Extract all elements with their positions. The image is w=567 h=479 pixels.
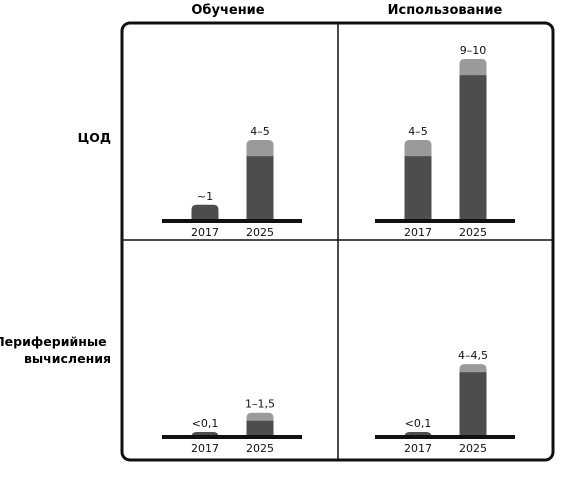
data-label: <0,1 [405, 417, 432, 430]
data-label: <0,1 [192, 417, 219, 430]
panel-0-1: 4–5 2017 9–10 2025 [375, 44, 515, 239]
bar [246, 420, 274, 437]
tick-label: 2025 [459, 442, 487, 455]
row-header-datacenter: ЦОД [78, 130, 111, 145]
data-label: 1–1,5 [245, 398, 275, 411]
tick-label: 2025 [246, 442, 274, 455]
tick-label: 2017 [191, 226, 219, 239]
row-header-edge-line-2: вычисления [24, 351, 111, 366]
bar [191, 204, 219, 221]
bar [404, 156, 432, 221]
data-label: 4–4,5 [458, 349, 488, 362]
tick-label: 2025 [246, 226, 274, 239]
data-label: 9–10 [460, 44, 487, 57]
row-header-edge-line-1: Периферийные [0, 334, 107, 349]
panel-0-0: ~1 2017 4–5 2025 [162, 125, 302, 239]
bar [459, 75, 487, 221]
bar [246, 156, 274, 221]
tick-label: 2025 [459, 226, 487, 239]
data-label: ~1 [197, 190, 213, 203]
bar [459, 372, 487, 437]
panels-layer: ~1 2017 4–5 2025 4–5 2017 9–10 2025 <0,1 2017 1–1,… [162, 44, 515, 455]
data-label: 4–5 [250, 125, 270, 138]
column-header-training: Обучение [191, 3, 264, 18]
panel-1-1: <0,1 2017 4–4,5 2025 [375, 349, 515, 455]
tick-label: 2017 [404, 226, 432, 239]
panel-1-0: <0,1 2017 1–1,5 2025 [162, 398, 302, 455]
tick-label: 2017 [404, 442, 432, 455]
row-header-edge: Периферийные вычисления [0, 334, 111, 366]
column-header-inference: Использование [388, 3, 503, 18]
tick-label: 2017 [191, 442, 219, 455]
data-label: 4–5 [408, 125, 428, 138]
